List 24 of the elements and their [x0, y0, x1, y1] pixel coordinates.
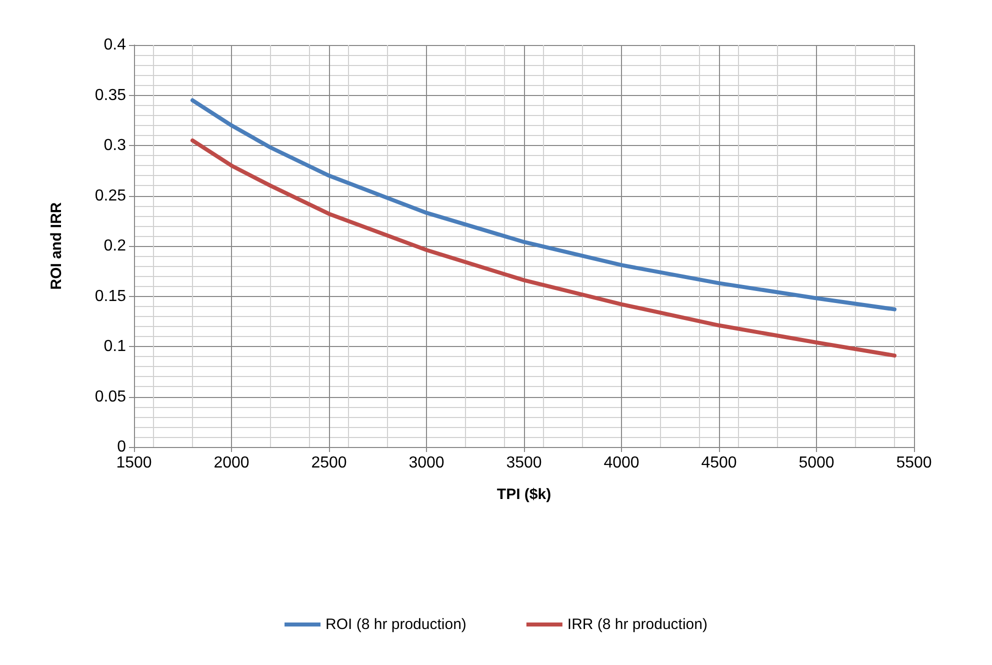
y-tick-label: 0.35: [94, 86, 126, 104]
y-axis-title: ROI and IRR: [48, 202, 65, 290]
x-axis-title: TPI ($k): [496, 486, 552, 503]
y-tick-label: 0.25: [94, 187, 126, 204]
y-tick-label: 0.4: [104, 36, 126, 54]
line-series: [190, 138, 896, 358]
line-series: [190, 98, 896, 312]
x-tick-label: 5500: [896, 454, 932, 472]
x-tick-label: 4000: [604, 454, 640, 472]
y-tick-label: 0.15: [94, 288, 126, 305]
y-tick-label: 0.2: [104, 238, 126, 254]
y-tick-label: 0.3: [104, 137, 126, 154]
x-tick-label: 2000: [214, 454, 250, 472]
y-tick-label: 0.05: [94, 388, 126, 406]
y-tick-label: 0: [117, 438, 126, 456]
x-tick-label: 1500: [116, 454, 152, 472]
x-tick-label: 2500: [311, 454, 347, 472]
y-tick-label: 0.1: [104, 338, 126, 355]
legend-label: IRR (8 hr production): [567, 616, 708, 633]
x-tick-label: 3000: [408, 454, 444, 472]
legend-label: ROI (8 hr production): [326, 616, 466, 633]
x-tick-label: 4500: [701, 454, 737, 472]
x-tick-label: 3500: [506, 454, 542, 472]
x-tick-label: 5000: [798, 454, 834, 472]
